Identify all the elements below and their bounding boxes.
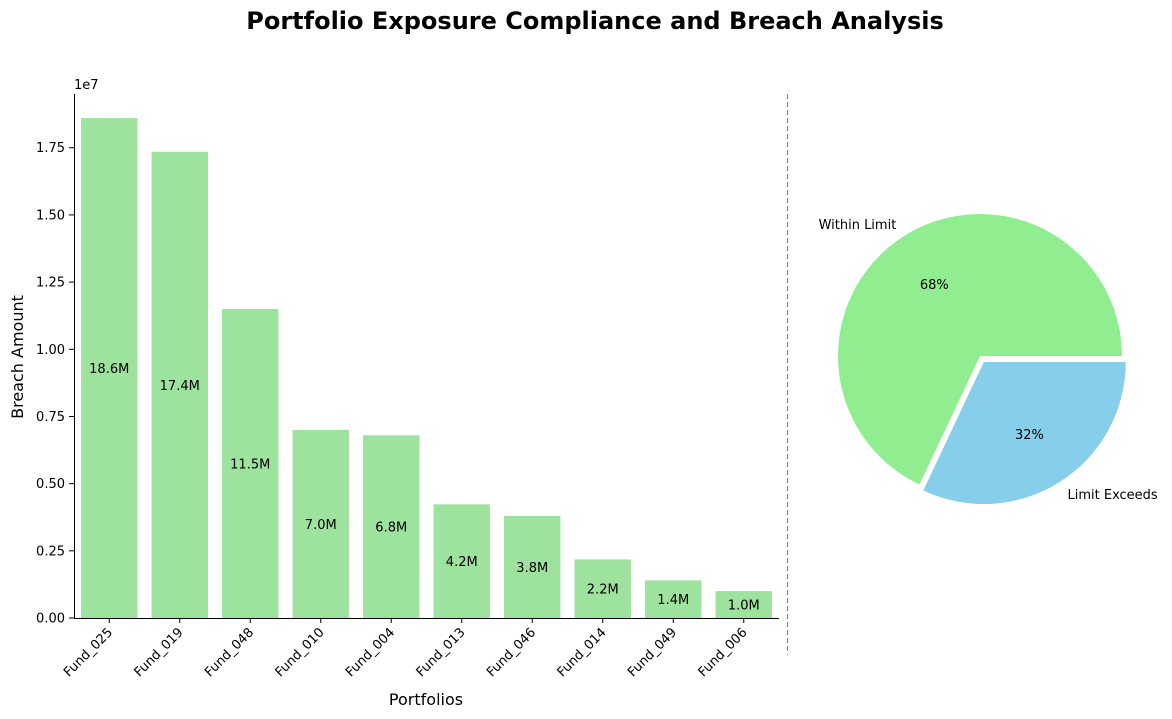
x-tick-label: Fund_049 [625, 625, 680, 680]
bar-Fund_049 [645, 580, 702, 618]
y-tick-label: 1.00 [36, 343, 65, 358]
chart-title: Portfolio Exposure Compliance and Breach… [246, 7, 944, 35]
bar-value-label: 1.4M [657, 593, 689, 608]
pie-chart: 68% Within Limit 32% Limit Exceeds [819, 214, 1158, 504]
y-tick-label: 1.75 [36, 141, 65, 156]
bar-value-label: 11.5M [230, 457, 270, 472]
x-tick-label: Fund_019 [132, 625, 187, 680]
pie-slice-limit-exceeds [923, 361, 1126, 504]
pie-slice-within-limit [837, 214, 1122, 485]
pie-category-label: Limit Exceeds [1068, 488, 1158, 503]
y-tick-label: 1.25 [36, 276, 65, 291]
bar-value-label: 7.0M [305, 518, 337, 533]
y-tick-label: 1.50 [36, 208, 65, 223]
bar-Fund_014 [574, 559, 631, 618]
bar-value-label: 1.0M [728, 599, 760, 614]
bar-Fund_013 [433, 504, 490, 618]
y-tick-label: 0.00 [36, 612, 65, 627]
bar-Fund_025 [81, 118, 138, 619]
x-tick-label: Fund_013 [414, 625, 469, 680]
y-tick-label: 0.50 [36, 477, 65, 492]
bar-value-label: 18.6M [89, 362, 129, 377]
bar-value-label: 4.2M [446, 555, 478, 570]
bar-Fund_010 [292, 429, 349, 618]
pie-pct-label: 68% [920, 278, 949, 293]
y-tick-label: 0.25 [36, 544, 65, 559]
bar-value-label: 17.4M [160, 379, 200, 394]
pie-category-label: Within Limit [819, 218, 897, 233]
bar-value-label: 6.8M [375, 521, 407, 536]
bar-Fund_006 [715, 591, 772, 618]
x-tick-label: Fund_004 [343, 625, 398, 680]
bar-labels-group: 18.6M 17.4M 11.5M 7.0M 6.8M 4.2M 3.8M 2.2M 1.4M 1… [89, 362, 760, 613]
y-offset-label: 1e7 [74, 78, 99, 93]
x-axis-title: Portfolios [389, 690, 463, 709]
bar-value-label: 2.2M [587, 583, 619, 598]
x-tick-label: Fund_014 [555, 625, 610, 680]
bars-group [81, 118, 772, 619]
bar-chart: 18.6M 17.4M 11.5M 7.0M 6.8M 4.2M 3.8M 2.2M 1.4M 1… [8, 78, 779, 709]
pie-pct-label: 32% [1015, 428, 1044, 443]
x-tick-label: Fund_025 [61, 625, 116, 680]
x-tick-label: Fund_010 [273, 625, 328, 680]
y-tick-label: 0.75 [36, 410, 65, 425]
x-tick-label: Fund_046 [484, 625, 539, 680]
x-tick-label: Fund_048 [202, 625, 257, 680]
bar-value-label: 3.8M [516, 561, 548, 576]
y-axis-title: Breach Amount [8, 295, 27, 419]
bar-Fund_019 [151, 151, 208, 618]
y-ticks-group: 0.00 0.25 0.50 0.75 1.00 1.25 1.50 1.75 [36, 141, 74, 627]
bar-Fund_046 [504, 515, 561, 618]
bar-Fund_004 [363, 435, 420, 618]
x-ticks-group: Fund_025 Fund_019 Fund_048 Fund_010 Fund_004… [61, 618, 751, 680]
bar-Fund_048 [222, 308, 279, 618]
x-tick-label: Fund_006 [696, 625, 751, 680]
